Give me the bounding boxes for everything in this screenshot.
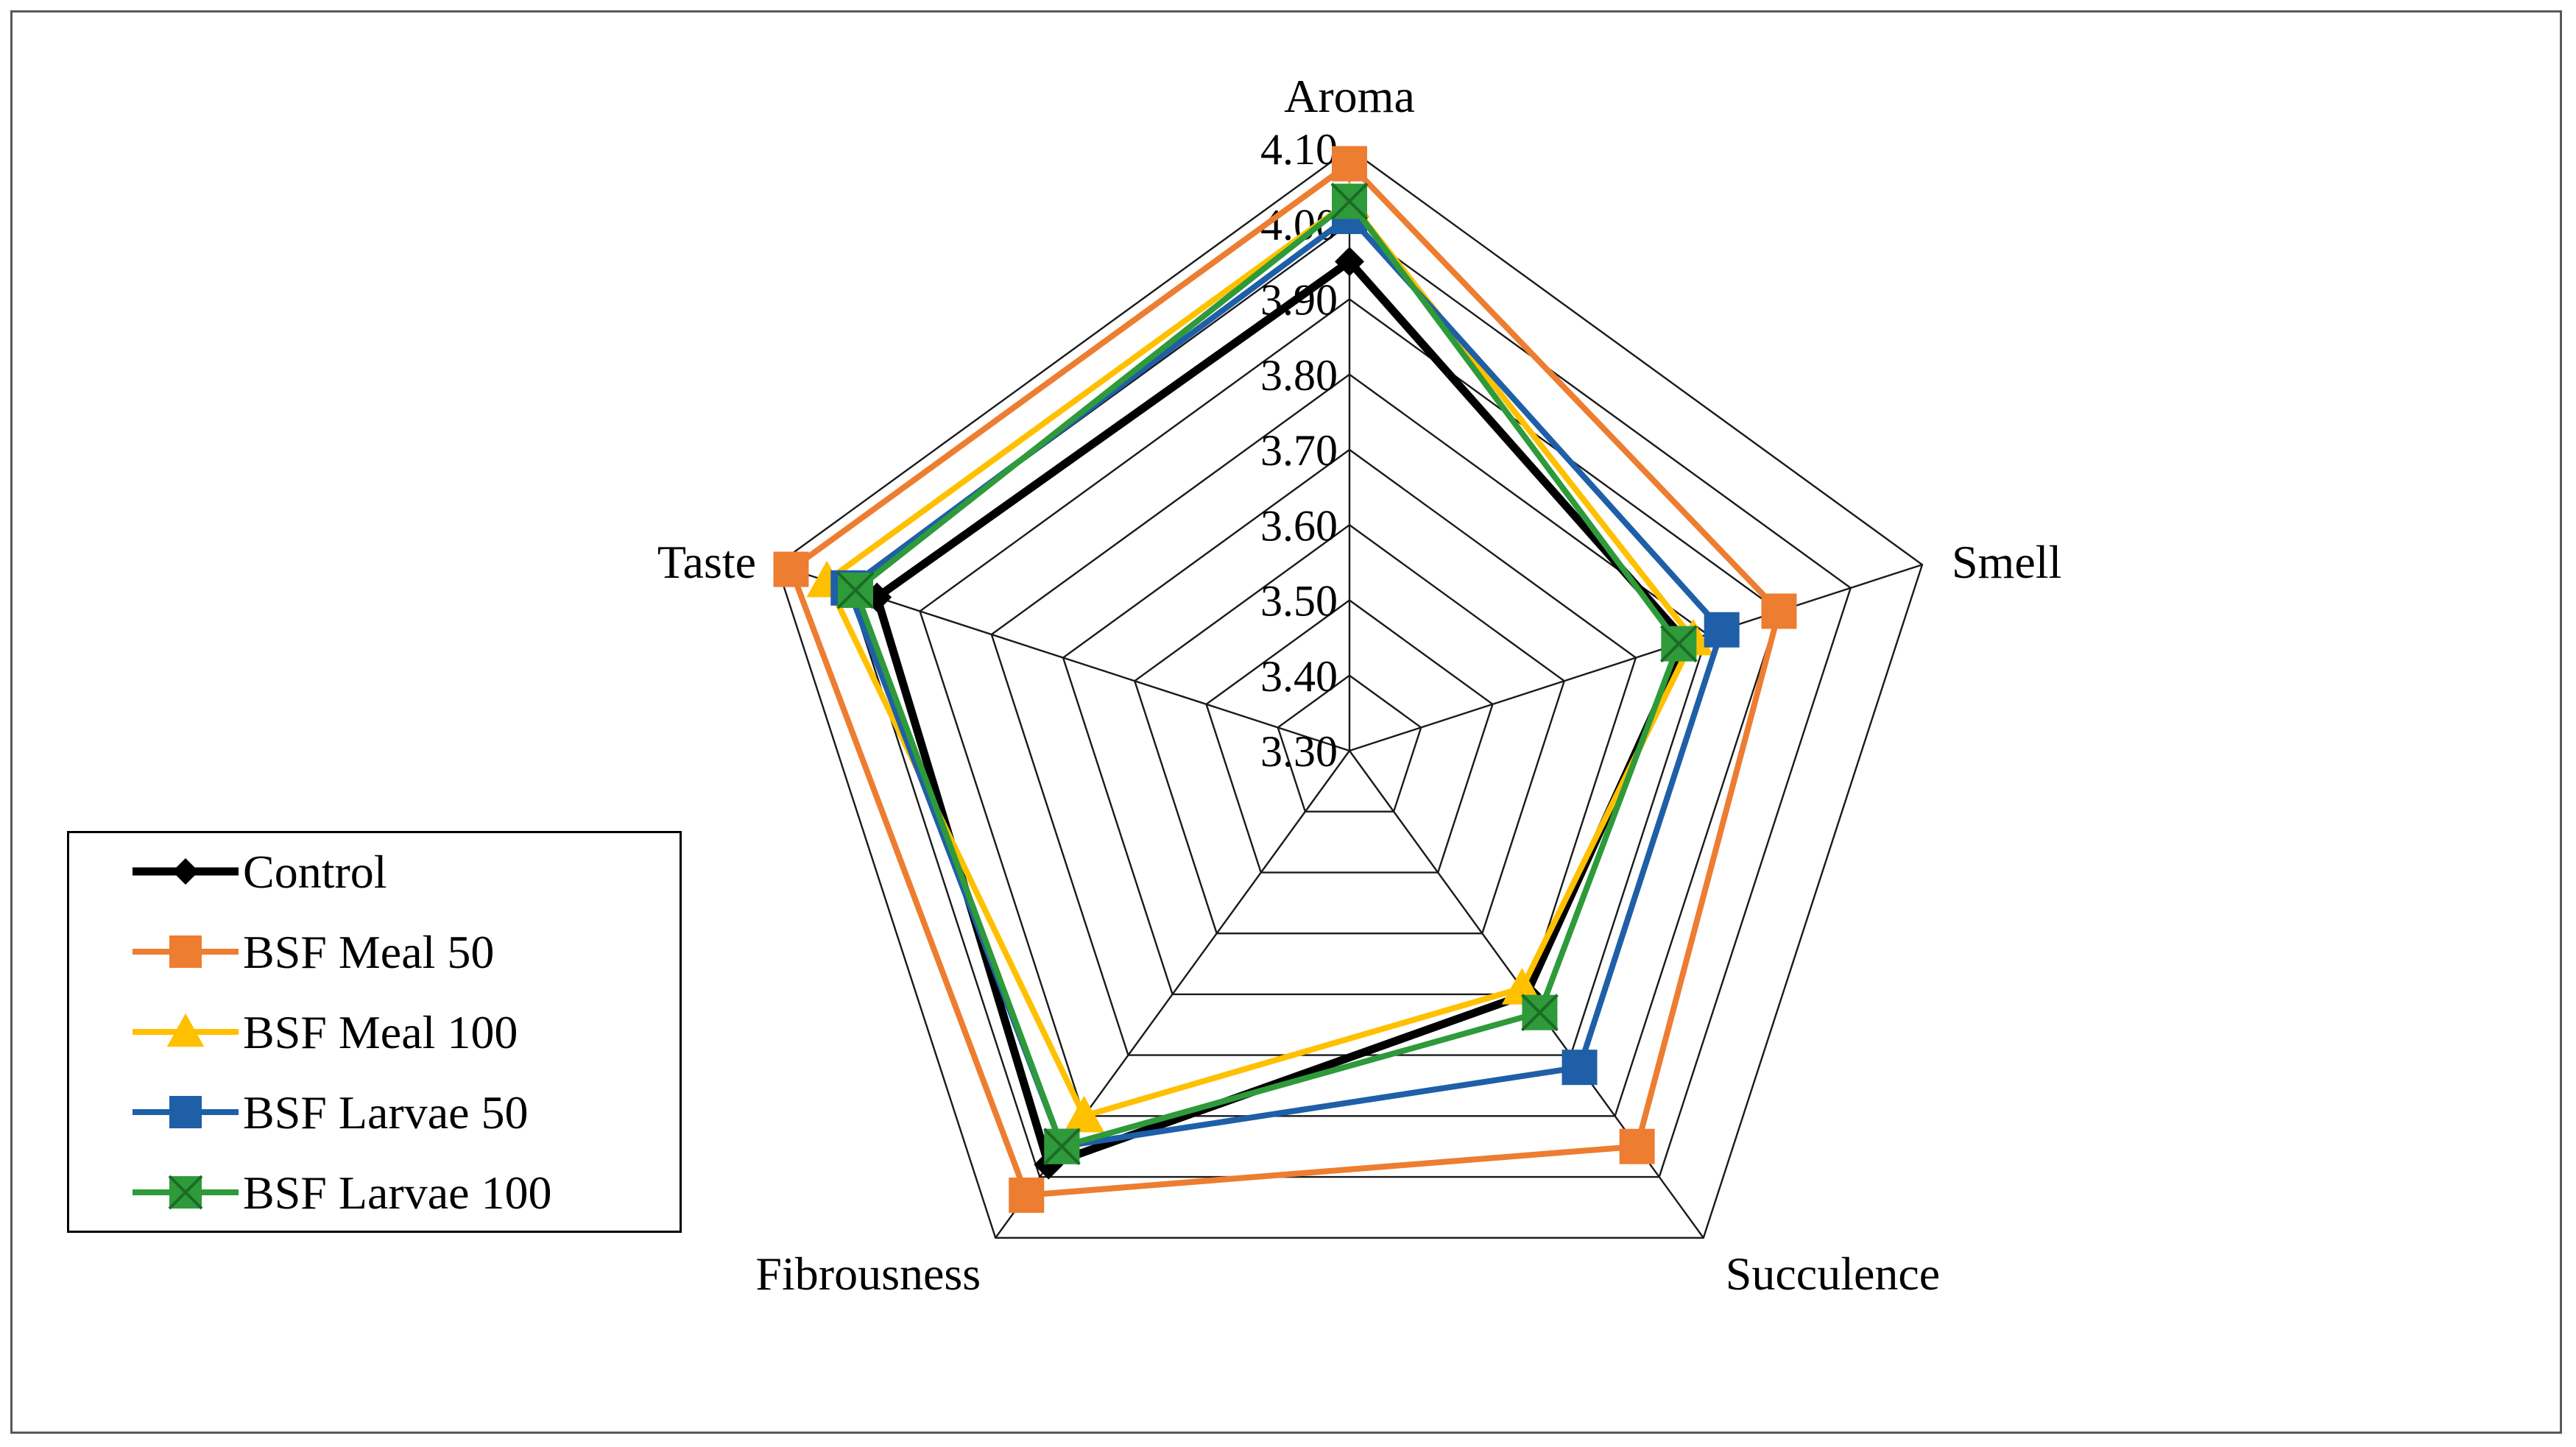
legend: Control BSF Meal 50 BSF Meal 100 BSF Larvae… bbox=[67, 831, 682, 1233]
data-point-cross bbox=[836, 571, 875, 609]
data-point-cross bbox=[168, 1175, 203, 1210]
grid-ring bbox=[775, 147, 1924, 1239]
data-point bbox=[1619, 1128, 1655, 1164]
category-label-smell: Smell bbox=[1952, 536, 2061, 588]
legend-item-bsf-meal-50: BSF Meal 50 bbox=[133, 926, 494, 978]
legend-label: BSF Larvae 50 bbox=[243, 1086, 529, 1139]
data-point-marker bbox=[1562, 1050, 1598, 1086]
tick-label: 3.30 bbox=[1260, 727, 1338, 776]
tick-label: 3.50 bbox=[1260, 577, 1338, 626]
data-point bbox=[168, 1175, 203, 1210]
grid-ring bbox=[919, 298, 1780, 1117]
series-bsf-meal-50 bbox=[773, 146, 1797, 1213]
category-label-taste: Taste bbox=[657, 536, 756, 588]
data-series bbox=[773, 146, 1797, 1213]
series-line bbox=[852, 197, 1682, 1150]
tick-label: 3.40 bbox=[1260, 652, 1338, 701]
radar-grid bbox=[775, 147, 1924, 1239]
data-point bbox=[169, 1096, 202, 1128]
legend-item-bsf-meal-100: BSF Meal 100 bbox=[133, 1006, 518, 1058]
legend-item-control: Control bbox=[133, 846, 387, 898]
data-point-marker bbox=[169, 935, 202, 968]
data-point bbox=[1659, 625, 1698, 663]
data-point bbox=[172, 858, 199, 885]
data-point bbox=[1521, 994, 1559, 1032]
grid-ring bbox=[1277, 674, 1422, 813]
data-point bbox=[1335, 247, 1364, 277]
legend-item-bsf-larvae-50: BSF Larvae 50 bbox=[133, 1086, 529, 1139]
data-point bbox=[1009, 1177, 1045, 1213]
data-point bbox=[1761, 593, 1797, 629]
data-point bbox=[1063, 1095, 1104, 1133]
series-line bbox=[844, 212, 1726, 1150]
series-bsf-larvae-100 bbox=[836, 183, 1698, 1166]
data-point-cross bbox=[1521, 994, 1559, 1032]
category-label-aroma: Aroma bbox=[1284, 70, 1415, 122]
series-line bbox=[823, 197, 1697, 1120]
data-point-marker bbox=[1761, 593, 1797, 629]
chart-frame: 3.30 3.40 3.50 3.60 3.70 3.80 3.90 4.00 4.10 Aro… bbox=[10, 10, 2562, 1434]
radial-axis-ticks: 3.303.403.503.603.703.803.904.004.10 bbox=[1260, 125, 1338, 776]
data-point bbox=[169, 935, 202, 968]
category-labels: Aroma Smell Succulence Fibrousness Taste bbox=[657, 70, 2061, 1300]
data-point bbox=[1332, 146, 1367, 182]
tick-label: 3.60 bbox=[1260, 501, 1338, 550]
data-point-marker bbox=[773, 551, 809, 587]
grid-ring bbox=[1133, 523, 1566, 935]
data-point bbox=[836, 571, 875, 609]
data-point-cross bbox=[1659, 625, 1698, 663]
grid-ring bbox=[1205, 599, 1494, 874]
data-point-marker bbox=[1332, 146, 1367, 182]
data-point-cross bbox=[1330, 183, 1369, 220]
legend-label: BSF Meal 50 bbox=[243, 926, 494, 978]
category-label-fibrousness: Fibrousness bbox=[755, 1248, 981, 1300]
data-point bbox=[1704, 612, 1740, 648]
tick-label: 3.70 bbox=[1260, 426, 1338, 475]
series-line bbox=[787, 160, 1782, 1199]
data-point-marker bbox=[1704, 612, 1740, 648]
tick-label: 4.10 bbox=[1260, 125, 1338, 174]
tick-label: 3.80 bbox=[1260, 351, 1338, 400]
category-label-succulence: Succulence bbox=[1726, 1248, 1940, 1300]
data-point bbox=[166, 1013, 205, 1047]
data-point bbox=[1330, 183, 1369, 220]
radar-chart: 3.303.403.503.603.703.803.904.004.10 Aro… bbox=[657, 70, 2061, 1300]
legend-label: BSF Larvae 100 bbox=[243, 1167, 552, 1219]
data-point-marker bbox=[1009, 1177, 1045, 1213]
data-point bbox=[773, 551, 809, 587]
legend-label: BSF Meal 100 bbox=[243, 1006, 518, 1058]
data-point bbox=[1042, 1128, 1081, 1166]
grid-ring bbox=[1062, 448, 1637, 996]
legend-item-bsf-larvae-100: BSF Larvae 100 bbox=[133, 1167, 552, 1219]
legend-label: Control bbox=[243, 846, 387, 898]
grid-spoke bbox=[1349, 564, 1923, 752]
data-point-marker bbox=[169, 1096, 202, 1128]
data-point-marker bbox=[1619, 1128, 1655, 1164]
data-point bbox=[1562, 1050, 1598, 1086]
data-point-cross bbox=[1042, 1128, 1081, 1166]
